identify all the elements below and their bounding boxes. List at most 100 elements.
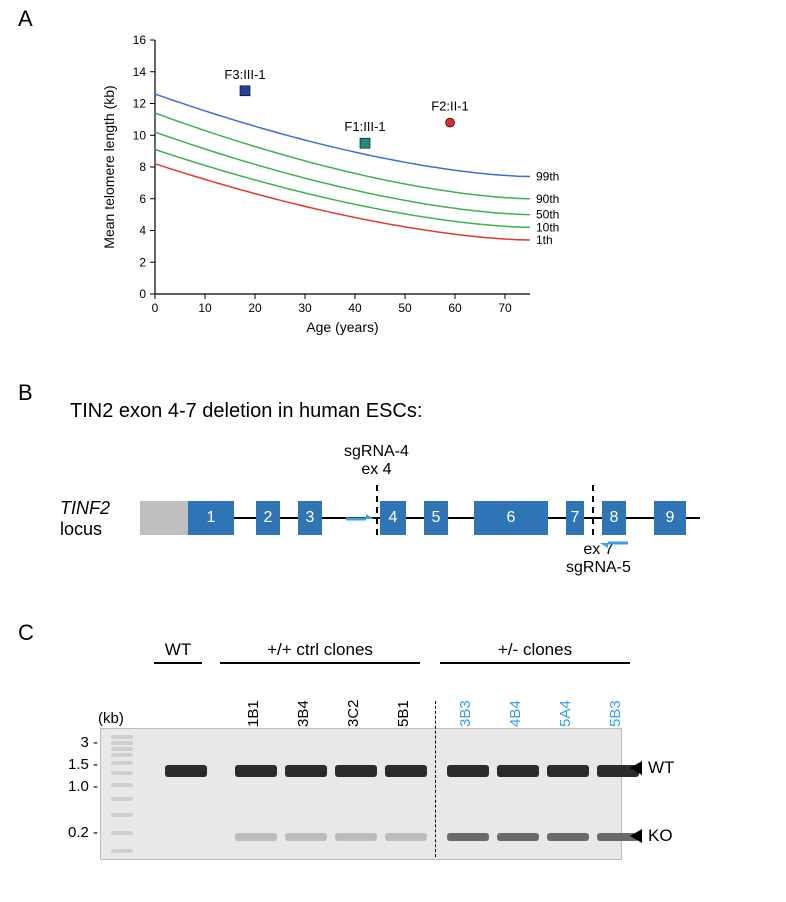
exon-9: 9 [654,501,686,535]
svg-text:Age (years): Age (years) [306,319,378,335]
kb-mark: 1.5 - [54,756,98,773]
gene-diagram: 123456789sgRNA-4ex 4ex 7sgRNA-5 [140,491,700,581]
panel-label-a: A [18,6,33,32]
svg-text:40: 40 [348,301,362,315]
band-arrow-ko: KO [630,826,673,846]
band-ko_faint [235,833,277,841]
ladder-band [111,771,133,775]
gel-header: WT+/+ ctrl clones+/- clones1B13B43C25B13… [100,640,700,710]
arrowhead-icon [630,829,642,843]
group-underline [440,662,630,664]
svg-text:8: 8 [139,160,146,174]
band-ko [447,833,489,841]
group-underline [220,662,420,664]
lane-label-3B3: 3B3 [457,700,474,727]
ladder-band [111,783,133,787]
band-label-wt: WT [648,758,674,778]
svg-text:0: 0 [152,301,159,315]
exon-5: 5 [424,501,448,535]
band-ko [547,833,589,841]
band-wt [447,765,489,777]
svg-text:14: 14 [133,65,147,79]
utr-block [140,501,188,535]
band-ko_faint [285,833,327,841]
svg-text:10: 10 [198,301,212,315]
gel-lane-5B1 [383,729,429,859]
kb-mark: 0.2 - [54,824,98,841]
group-label: +/+ ctrl clones [220,640,420,660]
gel-lane-3C2 [333,729,379,859]
svg-text:6: 6 [139,192,146,206]
ladder-band [111,761,133,765]
panel-b-title: TIN2 exon 4-7 deletion in human ESCs: [70,400,720,423]
arrowhead-icon [630,761,642,775]
gel-lane-3B3 [445,729,491,859]
gel-lane-1B1 [233,729,279,859]
band-wt [285,765,327,777]
ladder-band [111,849,133,853]
svg-text:12: 12 [133,97,147,111]
svg-text:16: 16 [133,33,147,47]
lane-label-5B3: 5B3 [607,700,624,727]
ladder-band [111,753,133,757]
lane-label-3C2: 3C2 [345,699,362,727]
lane-label-5A4: 5A4 [557,700,574,727]
group-label: WT [154,640,202,660]
svg-text:70: 70 [498,301,512,315]
exon-7: 7 [566,501,584,535]
band-arrow-wt: WT [630,758,674,778]
band-wt [385,765,427,777]
svg-text:F2:II-1: F2:II-1 [431,99,469,114]
group-underline [154,662,202,664]
svg-text:2: 2 [139,255,146,269]
ladder-band [111,831,133,835]
panel-label-c: C [18,620,34,646]
exon-3: 3 [298,501,322,535]
lane-label-5B1: 5B1 [395,700,412,727]
exon-2: 2 [256,501,280,535]
ladder-band [111,813,133,817]
exon-4: 4 [380,501,406,535]
svg-text:50: 50 [398,301,412,315]
svg-text:F3:III-1: F3:III-1 [224,67,265,82]
svg-text:F1:III-1: F1:III-1 [344,119,385,134]
gel-lane-3B4 [283,729,329,859]
half-arrow-icon [600,535,630,551]
cut-line-1 [592,485,594,535]
band-wt [497,765,539,777]
panel-a-chart: 0102030405060700246810121416Age (years)M… [100,30,560,330]
svg-text:30: 30 [298,301,312,315]
half-arrow-icon [344,511,374,527]
chart-svg: 0102030405060700246810121416Age (years)M… [100,30,600,340]
lane-label-3B4: 3B4 [295,700,312,727]
svg-text:4: 4 [139,224,146,238]
band-wt [235,765,277,777]
band-wt [547,765,589,777]
gel-image [100,728,622,860]
panel-b-wrap: TIN2 exon 4-7 deletion in human ESCs: TI… [70,400,720,531]
gel-separator [435,701,436,857]
kb-title: (kb) [98,710,124,727]
ladder-band [111,797,133,801]
ladder-band [111,747,133,751]
locus-label: TINF2 locus [60,498,110,539]
gel-lane-WT [163,729,209,859]
band-ko_faint [335,833,377,841]
locus-label-gene: TINF2 [60,498,110,518]
exon-1: 1 [188,501,234,535]
svg-text:99th: 99th [536,170,559,184]
panel-c-wrap: WT+/+ ctrl clones+/- clones1B13B43C25B13… [100,640,700,890]
band-ko [497,833,539,841]
svg-text:Mean telomere length (kb): Mean telomere length (kb) [101,85,117,248]
svg-text:90th: 90th [536,192,559,206]
kb-mark: 3 - [54,734,98,751]
panel-label-b: B [18,380,33,406]
exon-6: 6 [474,501,548,535]
svg-text:10: 10 [133,128,147,142]
lane-label-4B4: 4B4 [507,700,524,727]
band-ko_faint [385,833,427,841]
band-wt [165,765,207,777]
figure-root: A B C 0102030405060700246810121416Age (y… [0,0,786,902]
lane-label-1B1: 1B1 [245,700,262,727]
ladder-lane [107,729,137,859]
